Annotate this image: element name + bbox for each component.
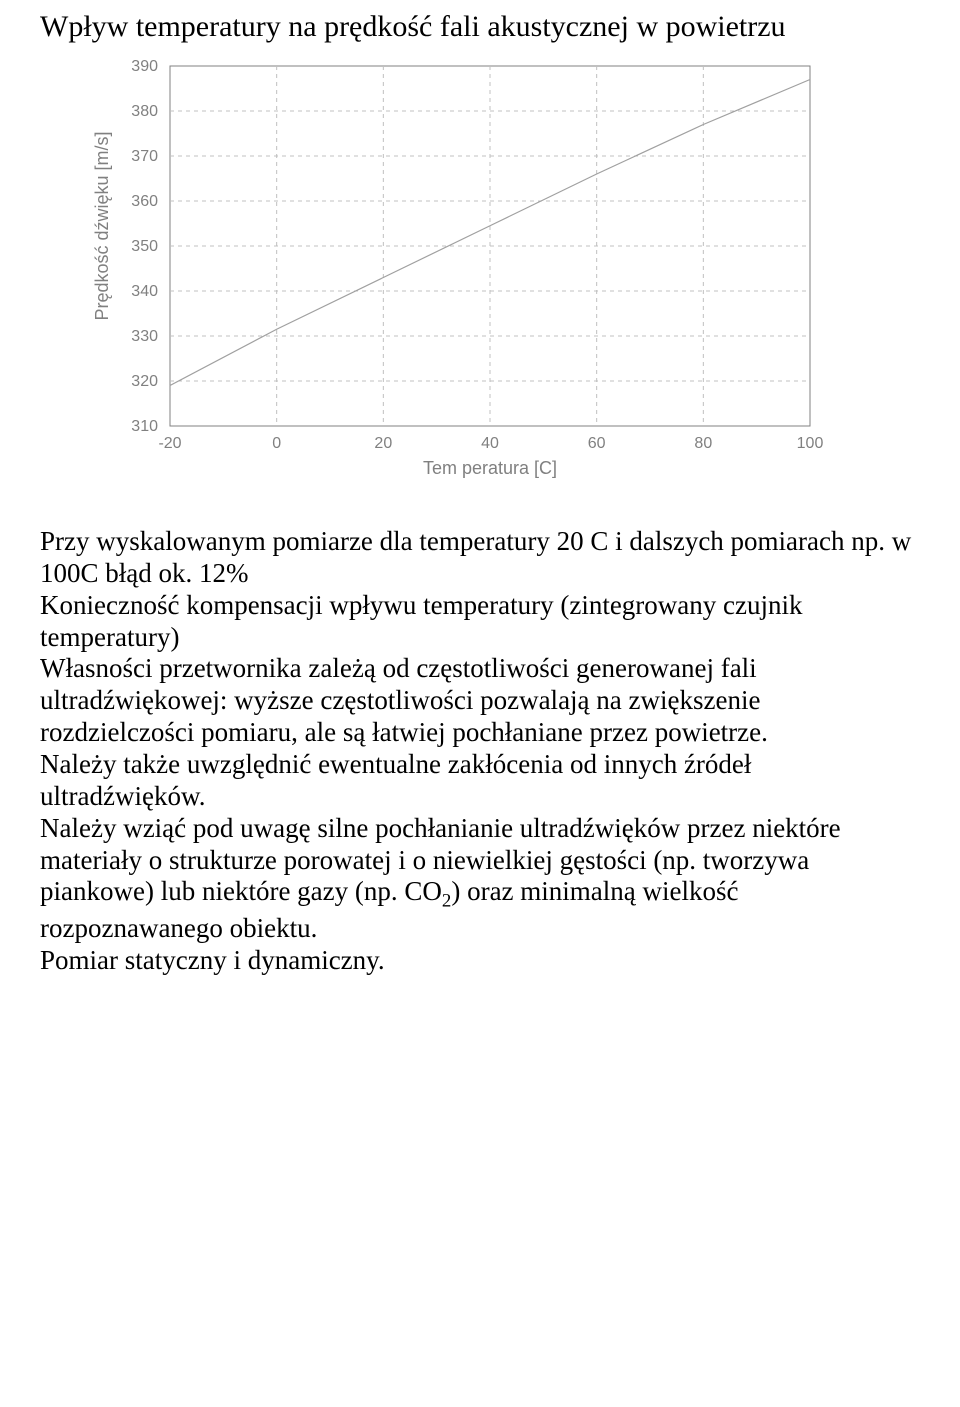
svg-text:0: 0 xyxy=(272,435,281,452)
page-title: Wpływ temperatury na prędkość fali akust… xyxy=(40,10,920,44)
svg-text:370: 370 xyxy=(131,148,158,165)
line-chart: -20 0 20 40 60 80 100 310 320 330 340 350 360 370 380 3… xyxy=(60,56,840,496)
svg-text:360: 360 xyxy=(131,193,158,210)
svg-text:Tem peratura [C]: Tem peratura [C] xyxy=(423,458,557,478)
svg-text:40: 40 xyxy=(481,435,499,452)
paragraph-5: Pomiar statyczny i dynamiczny. xyxy=(40,945,385,975)
svg-text:390: 390 xyxy=(131,58,158,75)
paragraph-1a: Przy wyskalowanym pomiarze dla temperatu… xyxy=(40,526,911,588)
svg-text:-20: -20 xyxy=(158,435,181,452)
paragraph-3: Należy także uwzględnić ewentualne zakłó… xyxy=(40,749,751,811)
svg-text:310: 310 xyxy=(131,418,158,435)
svg-text:20: 20 xyxy=(374,435,392,452)
svg-text:100: 100 xyxy=(797,435,824,452)
svg-text:Prędkość dźwięku [m/s]: Prędkość dźwięku [m/s] xyxy=(92,131,112,320)
chart-svg: -20 0 20 40 60 80 100 310 320 330 340 350 360 370 380 3… xyxy=(60,56,840,496)
paragraph-4-sub: 2 xyxy=(442,891,451,912)
svg-text:380: 380 xyxy=(131,103,158,120)
body-text: Przy wyskalowanym pomiarze dla temperatu… xyxy=(40,526,920,977)
paragraph-1b: Konieczność kompensacji wpływu temperatu… xyxy=(40,590,803,652)
document-page: Wpływ temperatury na prędkość fali akust… xyxy=(0,0,960,1017)
svg-text:320: 320 xyxy=(131,373,158,390)
svg-text:330: 330 xyxy=(131,328,158,345)
svg-text:80: 80 xyxy=(694,435,712,452)
paragraph-2: Własności przetwornika zależą od częstot… xyxy=(40,653,768,747)
svg-text:60: 60 xyxy=(588,435,606,452)
svg-text:350: 350 xyxy=(131,238,158,255)
svg-text:340: 340 xyxy=(131,283,158,300)
